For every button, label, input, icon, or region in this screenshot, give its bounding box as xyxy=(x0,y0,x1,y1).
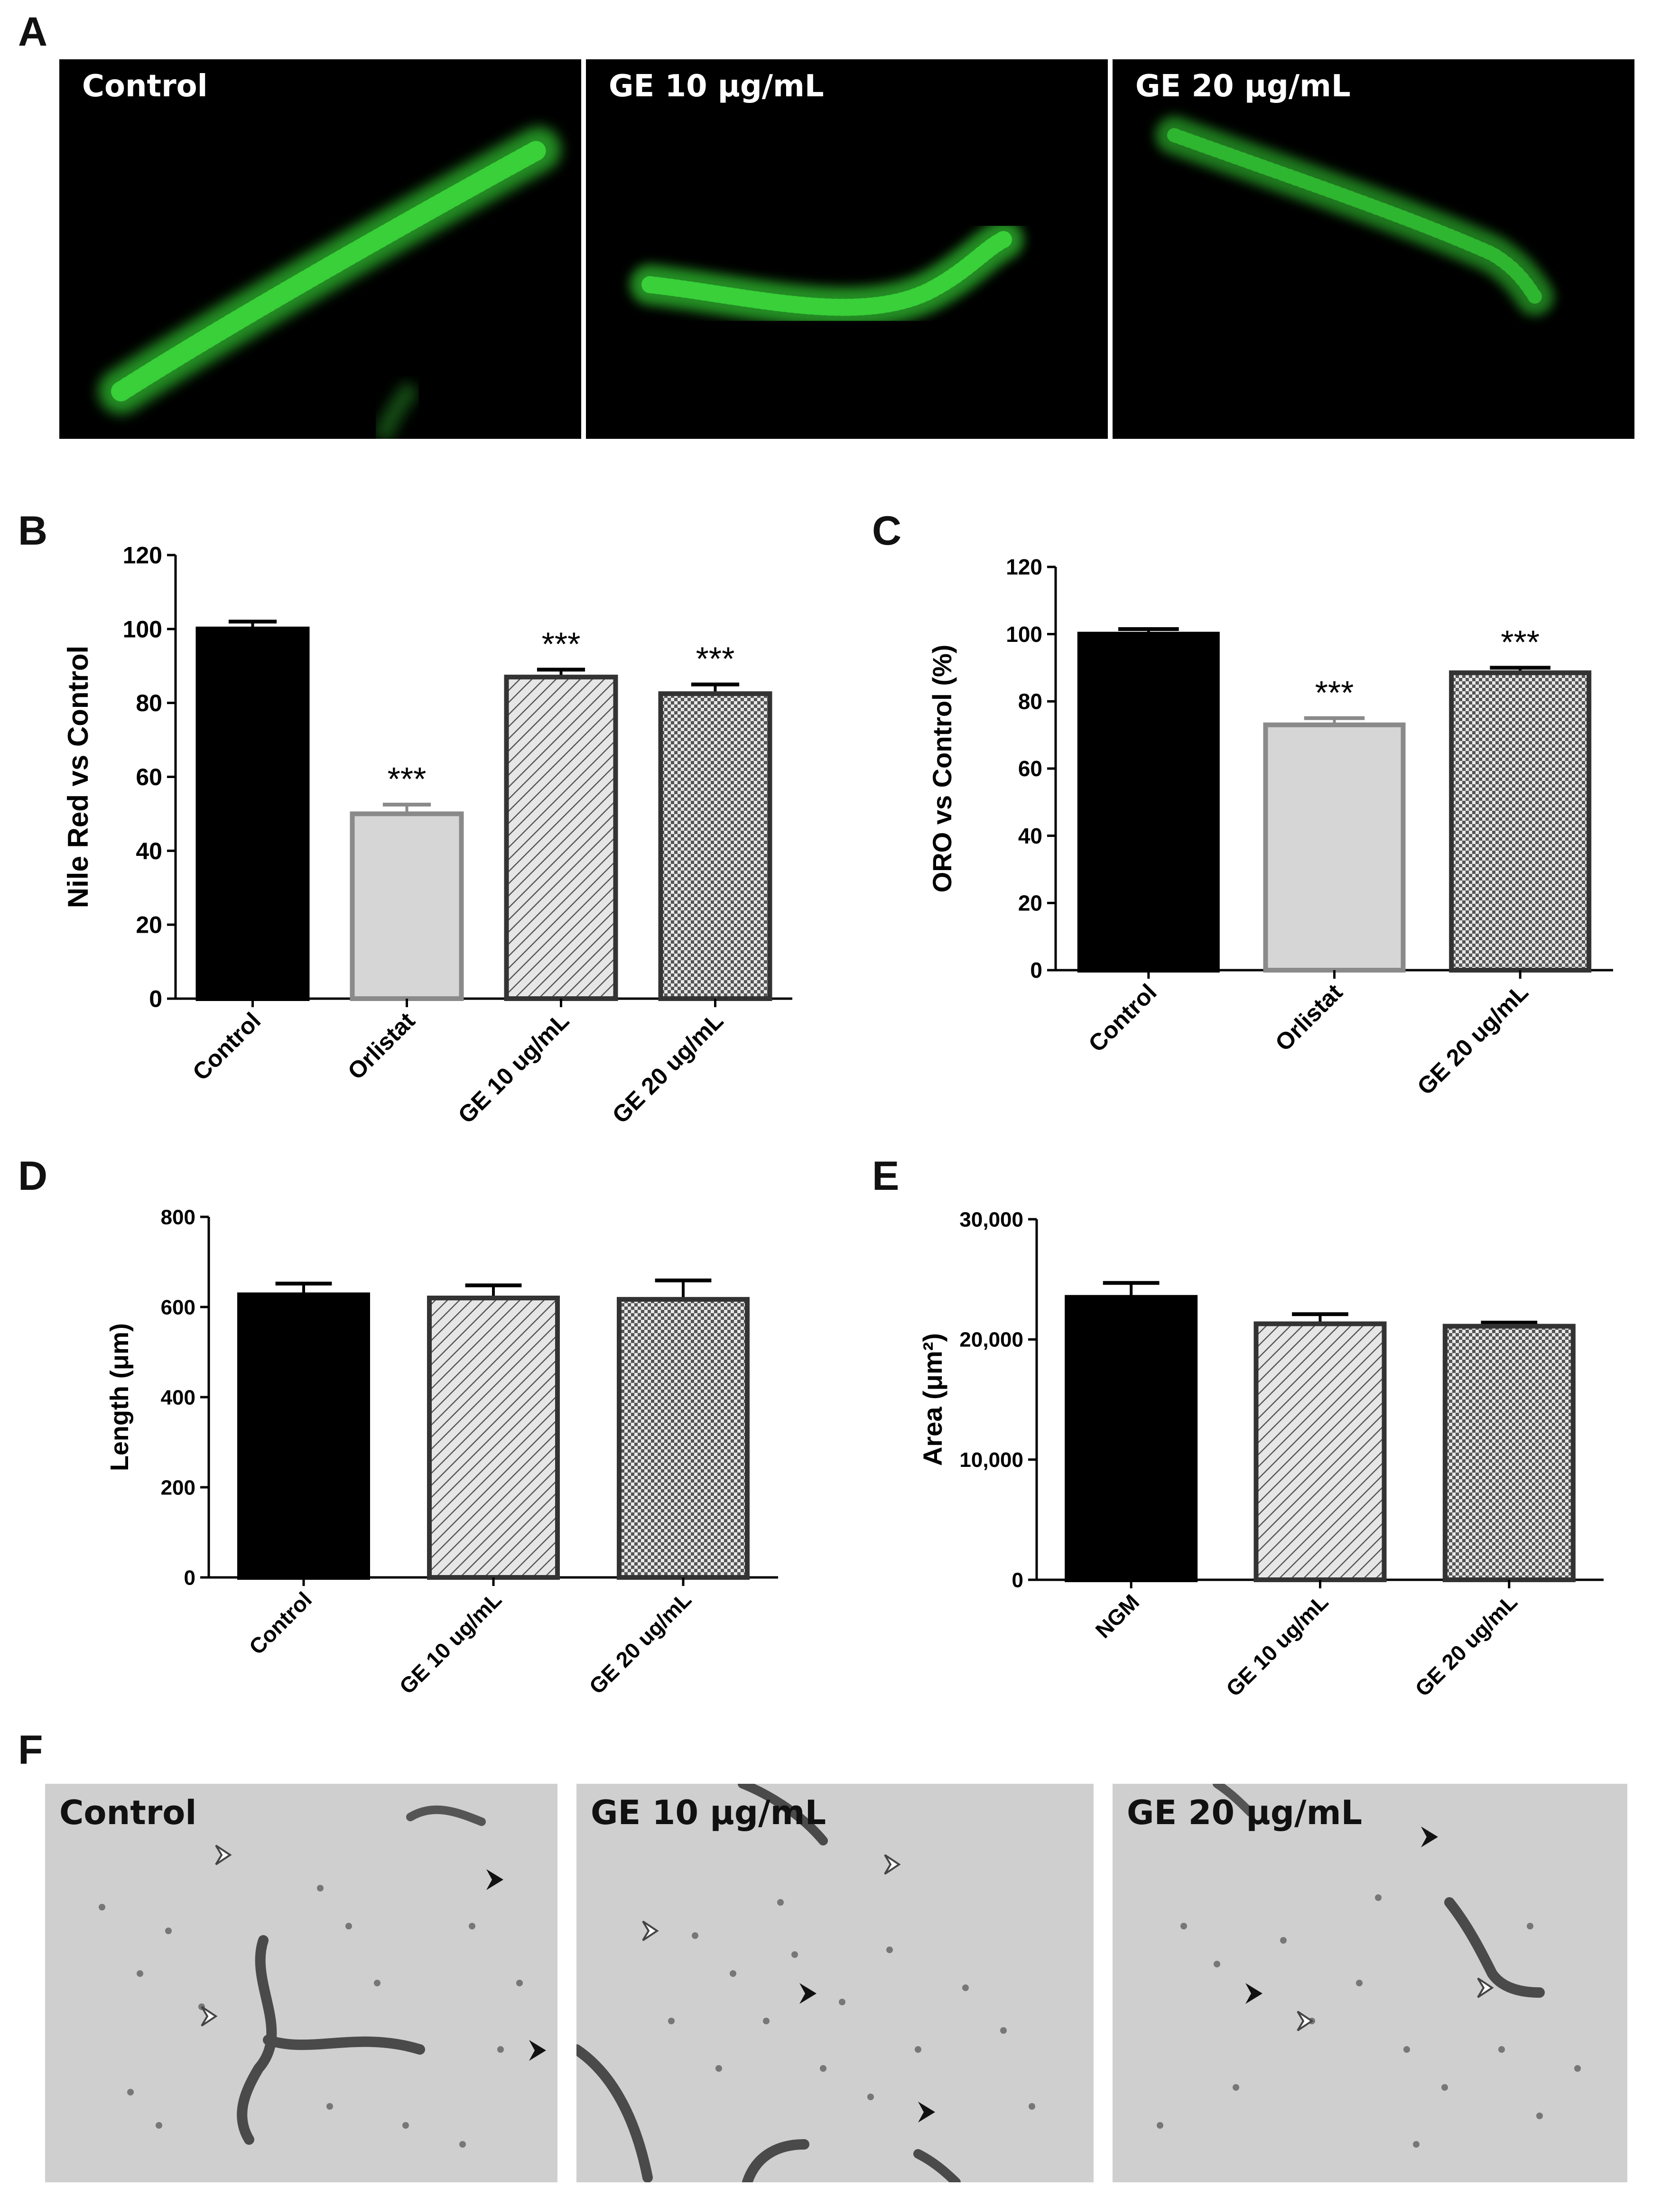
y-tick-label: 30,000 xyxy=(959,1208,1023,1231)
y-tick-label: 600 xyxy=(161,1296,195,1319)
category-label: Control xyxy=(187,1007,266,1085)
significance-label: *** xyxy=(388,760,427,797)
y-tick-label: 120 xyxy=(1006,555,1042,579)
category-label: GE 20 ug/mL xyxy=(584,1587,696,1699)
y-tick-label: 60 xyxy=(136,764,162,790)
brightfield-worms-ge10 xyxy=(576,1784,1035,2182)
y-tick-label: 20 xyxy=(1018,890,1042,915)
fluorescence-image-ge10: GE 10 μg/mL xyxy=(586,59,1108,439)
panel-label-a: A xyxy=(18,9,48,55)
category-label: Control xyxy=(244,1587,316,1659)
y-tick-label: 400 xyxy=(161,1386,195,1409)
y-tick-label: 0 xyxy=(184,1566,195,1589)
category-label: GE 10 ug/mL xyxy=(394,1587,506,1699)
chart-c: 0 20 40 60 80 100 120 ORO vs Control (%) Control… xyxy=(927,555,1613,1100)
bar xyxy=(1065,1295,1198,1582)
bar xyxy=(1442,1324,1576,1582)
y-tick-label: 80 xyxy=(1018,689,1042,714)
fluorescence-image-control: Control xyxy=(59,59,581,439)
brightfield-image-ge10: GE 10 μg/mL xyxy=(576,1784,1094,2182)
category-label: GE 20 ug/mL xyxy=(607,1007,729,1129)
y-tick-label: 100 xyxy=(1006,622,1042,647)
y-tick-label: 20,000 xyxy=(959,1328,1023,1352)
fluorescence-label-ge10: GE 10 μg/mL xyxy=(609,69,824,104)
bar xyxy=(1253,1321,1387,1582)
brightfield-image-control: Control xyxy=(45,1784,557,2182)
category-label: Orlistat xyxy=(343,1007,420,1085)
brightfield-label-ge20: GE 20 μg/mL xyxy=(1127,1793,1363,1832)
brightfield-label-control: Control xyxy=(59,1793,197,1832)
significance-label: *** xyxy=(1501,624,1540,661)
worm-fluorescence-ge20 xyxy=(1155,116,1554,315)
bar xyxy=(658,691,772,1001)
y-tick-label: 0 xyxy=(1030,958,1042,983)
significance-label: *** xyxy=(542,626,581,663)
bar xyxy=(1449,670,1592,973)
brightfield-label-ge10: GE 10 μg/mL xyxy=(591,1793,826,1832)
panel-label-f: F xyxy=(18,1727,43,1773)
bar xyxy=(350,811,464,1001)
category-label: GE 10 ug/mL xyxy=(453,1007,575,1129)
brightfield-worms-ge20 xyxy=(1157,1784,1581,2148)
y-tick-label: 100 xyxy=(123,616,162,642)
chart-b: 0 20 40 60 80 100 120 Nile Red vs Control Contro… xyxy=(62,542,792,1129)
brightfield-worms-control xyxy=(99,1805,546,2148)
bar xyxy=(195,626,310,1001)
worm-fluorescence-ge10 xyxy=(630,219,1024,328)
category-label: Orlistat xyxy=(1270,979,1348,1057)
worm-fluorescence-control xyxy=(98,127,561,439)
brightfield-image-ge20: GE 20 μg/mL xyxy=(1113,1784,1627,2182)
chart-e: 0 10,000 20,000 30,000 Area (μm²) NGM GE 10 ug… xyxy=(918,1208,1604,1701)
y-tick-label: 0 xyxy=(1012,1568,1023,1592)
bar xyxy=(427,1296,560,1580)
bar xyxy=(237,1292,370,1580)
y-tick-label: 200 xyxy=(161,1476,195,1499)
y-axis-label: ORO vs Control (%) xyxy=(927,645,957,893)
y-tick-label: 10,000 xyxy=(959,1448,1023,1472)
y-tick-label: 40 xyxy=(136,838,162,864)
bar xyxy=(1077,631,1220,973)
significance-label: *** xyxy=(1315,674,1354,711)
panel-label-e: E xyxy=(872,1153,900,1199)
panel-label-b: B xyxy=(18,508,48,554)
fluorescence-label-ge20: GE 20 μg/mL xyxy=(1135,69,1351,104)
category-label: GE 20 ug/mL xyxy=(1412,979,1533,1100)
y-tick-label: 0 xyxy=(149,986,162,1012)
y-axis-label: Nile Red vs Control xyxy=(62,646,94,908)
category-label: GE 10 ug/mL xyxy=(1221,1589,1333,1701)
chart-d: 0 200 400 600 800 Length (μm) Control GE 10 ug/… xyxy=(105,1205,778,1699)
y-axis-label: Length (μm) xyxy=(105,1323,134,1471)
y-tick-label: 120 xyxy=(123,542,162,569)
bar xyxy=(1263,722,1406,973)
significance-label: *** xyxy=(696,640,735,677)
fluorescence-image-ge20: GE 20 μg/mL xyxy=(1113,59,1634,439)
bar xyxy=(617,1297,750,1580)
category-label: NGM xyxy=(1091,1589,1144,1643)
y-tick-label: 80 xyxy=(136,690,162,716)
category-label: GE 20 ug/mL xyxy=(1410,1589,1522,1701)
y-tick-label: 40 xyxy=(1018,824,1042,848)
y-tick-label: 60 xyxy=(1018,756,1042,781)
fluorescence-label-control: Control xyxy=(82,69,208,104)
panel-label-d: D xyxy=(18,1153,48,1199)
y-axis-label: Area (μm²) xyxy=(918,1333,947,1466)
y-tick-label: 20 xyxy=(136,912,162,938)
bar xyxy=(504,675,618,1001)
panel-label-c: C xyxy=(872,508,902,554)
y-tick-label: 800 xyxy=(161,1205,195,1229)
category-label: Control xyxy=(1083,979,1161,1057)
